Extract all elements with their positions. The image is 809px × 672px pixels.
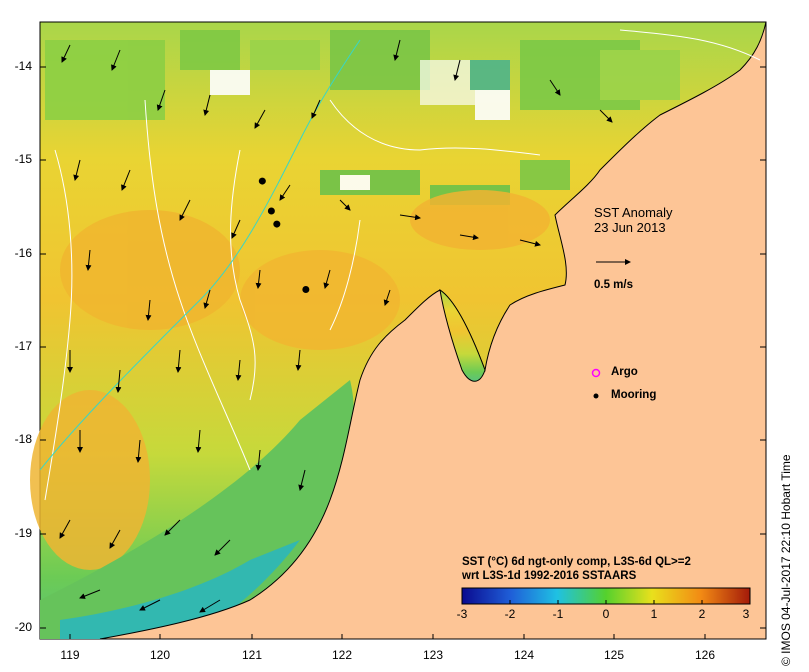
map-title-line2: 23 Jun 2013	[594, 220, 666, 235]
y-tick-label: -14	[14, 59, 32, 73]
mooring-marker	[302, 286, 310, 294]
mooring-marker	[273, 220, 281, 228]
north-cloud-patches	[45, 30, 680, 205]
colorbar-tick-label: 0	[602, 607, 610, 621]
warm-patches	[30, 190, 550, 570]
x-tick-label: 121	[241, 648, 263, 662]
colorbar-title-line2: wrt L3S-1d 1992-2016 SSTAARS	[462, 570, 637, 582]
y-tick-label: -16	[14, 246, 32, 260]
y-tick-label: -15	[14, 152, 32, 166]
imos-credit: © IMOS 04-Jul-2017 22:10 Hobart Time	[779, 454, 793, 666]
x-tick-label: 122	[331, 648, 353, 662]
x-tick-label: 124	[513, 648, 535, 662]
y-tick-label: -20	[14, 620, 32, 634]
bay-inlet	[439, 288, 486, 382]
argo-legend-marker	[591, 368, 601, 378]
mooring-marker	[267, 207, 275, 215]
x-tick-label: 123	[422, 648, 444, 662]
y-tick-label: -18	[14, 432, 32, 446]
colorbar-tick-label: 3	[742, 607, 750, 621]
colorbar-tick-label: -1	[552, 607, 564, 621]
colorbar-tick-label: -3	[456, 607, 468, 621]
current-vectors	[59, 39, 613, 613]
cool-band	[40, 380, 354, 639]
mooring-markers	[258, 177, 310, 294]
colorbar-tick-label: 1	[650, 607, 658, 621]
x-tick-label: 120	[149, 648, 171, 662]
mooring-legend-label: Mooring	[611, 389, 657, 401]
vector-scale-label: 0.5 m/s	[594, 279, 633, 291]
colorbar-tick-label: -2	[504, 607, 516, 621]
colorbar-tick-marks	[461, 600, 751, 604]
mooring-legend-marker	[593, 393, 599, 399]
y-tick-label: -17	[14, 339, 32, 353]
x-tick-label: 126	[694, 648, 716, 662]
mooring-marker	[258, 177, 266, 185]
x-tick-label: 125	[603, 648, 625, 662]
colorbar-tick-label: 2	[698, 607, 706, 621]
map-title-line1: SST Anomaly	[594, 205, 673, 220]
argo-legend-label: Argo	[611, 366, 638, 378]
colorbar-title-line1: SST (°C) 6d ngt-only comp, L3S-6d QL>=2	[462, 556, 691, 568]
y-tick-label: -19	[14, 526, 32, 540]
x-tick-label: 119	[60, 648, 80, 662]
axis-tick-marks	[40, 66, 766, 639]
contour-lines	[39, 29, 761, 501]
